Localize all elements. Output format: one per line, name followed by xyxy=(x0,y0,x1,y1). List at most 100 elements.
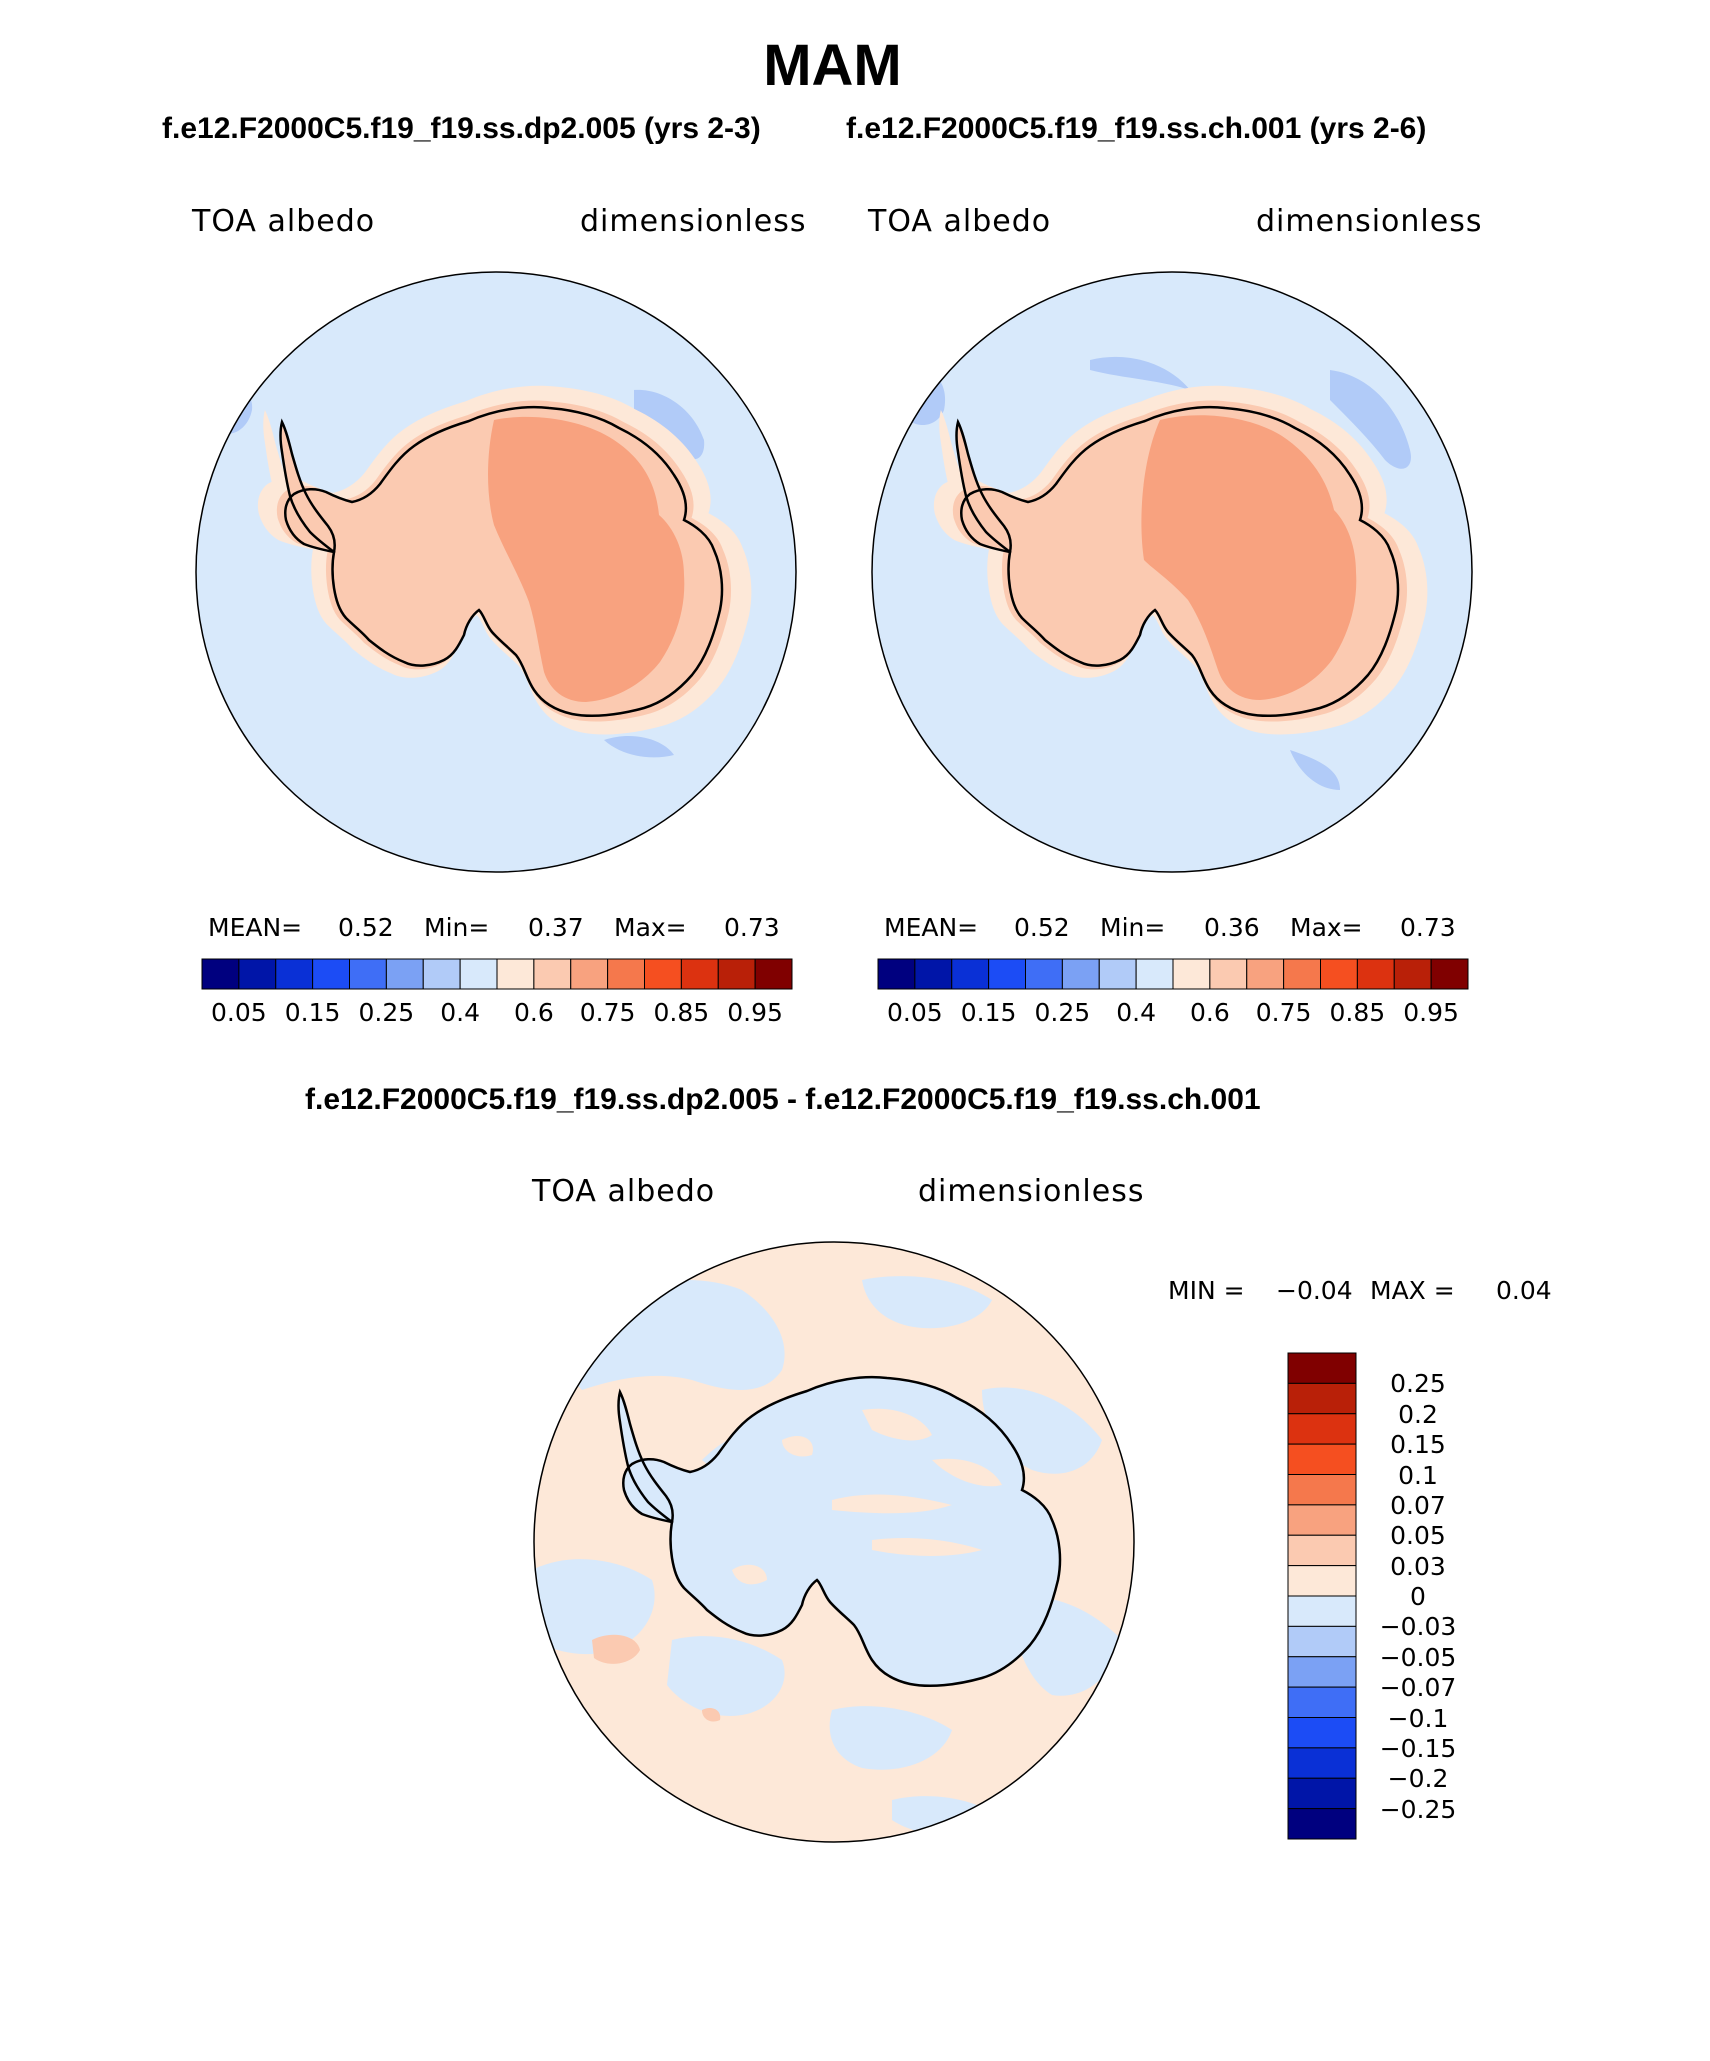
panel-2-polar-map xyxy=(871,271,1473,873)
colorbar-tick-label: 0.2 xyxy=(1398,1399,1438,1429)
peninsula-coastline xyxy=(617,1388,674,1525)
panel-2-max-value: 0.73 xyxy=(1400,913,1456,942)
colorbar-swatch xyxy=(1430,958,1469,990)
colorbar-tick-label: −0.03 xyxy=(1379,1612,1457,1642)
colorbar-tick-label: 0.15 xyxy=(1390,1430,1446,1460)
low-albedo-patch xyxy=(1290,750,1340,790)
coastline xyxy=(284,405,724,718)
page-title: MAM xyxy=(763,33,902,98)
panel-1-variable-label: TOA albedo xyxy=(192,204,376,239)
colorbar-swatch xyxy=(496,958,535,990)
colorbar-tick-label: 0.95 xyxy=(1403,998,1459,1027)
map-boundary xyxy=(871,271,1473,873)
panel-1-max-value: 0.73 xyxy=(724,913,780,942)
colorbar-swatch xyxy=(1135,958,1174,990)
colorbar-tick-label: 0.05 xyxy=(211,998,267,1027)
colorbar-swatch xyxy=(1287,1808,1357,1840)
colorbar-swatch xyxy=(1287,1777,1357,1810)
diff-negative-patch xyxy=(829,1706,952,1770)
diff-colorbar xyxy=(1287,1352,1357,1840)
colorbar-swatch xyxy=(1283,958,1321,990)
diff-strong-positive-patch xyxy=(702,1708,721,1722)
diff-positive-streak xyxy=(932,1458,1002,1487)
colorbar-swatch xyxy=(717,958,756,990)
colorbar-swatch xyxy=(1287,1504,1357,1536)
panel-1-max-label: Max= xyxy=(614,913,687,942)
panel-2-colorbar xyxy=(877,958,1469,990)
colorbar-tick-label: 0.25 xyxy=(1390,1369,1446,1399)
diff-positive-streak xyxy=(782,1435,813,1457)
colorbar-swatch xyxy=(1287,1717,1357,1749)
colorbar-swatch xyxy=(385,958,424,990)
colorbar-tick-label: 0.03 xyxy=(1390,1551,1446,1581)
colorbar-swatch xyxy=(754,958,793,990)
colorbar-tick-label: −0.07 xyxy=(1379,1673,1457,1703)
colorbar-swatch xyxy=(1356,958,1395,990)
colorbar-swatch xyxy=(1393,958,1432,990)
panel-2-min-value: 0.36 xyxy=(1204,913,1260,942)
peninsula-coastline xyxy=(955,418,1012,555)
peninsula-ice xyxy=(956,422,1011,552)
panel-1-mean-value: 0.52 xyxy=(338,913,394,942)
colorbar-swatch xyxy=(349,958,387,990)
diff-min-label: MIN = xyxy=(1168,1276,1245,1305)
map-boundary xyxy=(533,1241,1135,1843)
diff-positive-streak xyxy=(732,1564,767,1585)
low-albedo-patch xyxy=(1090,356,1190,390)
panel-1-mean-label: MEAN= xyxy=(208,913,303,942)
diff-title: f.e12.F2000C5.f19_f19.ss.dp2.005 - f.e12… xyxy=(305,1083,1261,1116)
colorbar-swatch xyxy=(1287,1686,1357,1718)
colorbar-swatch xyxy=(1287,1595,1357,1627)
panel-2-mean-label: MEAN= xyxy=(884,913,979,942)
colorbar-tick-label: −0.25 xyxy=(1379,1794,1457,1824)
colorbar-swatch xyxy=(533,958,572,990)
diff-units-label: dimensionless xyxy=(918,1174,1145,1209)
diff-negative-patch xyxy=(534,1559,655,1655)
colorbar-swatch xyxy=(1098,958,1137,990)
colorbar-swatch xyxy=(914,958,953,990)
diff-positive-streak xyxy=(832,1494,952,1514)
low-albedo-patch xyxy=(1330,370,1411,469)
panel-2-variable-label: TOA albedo xyxy=(868,204,1052,239)
colorbar-tick-label: 0.75 xyxy=(579,998,636,1027)
colorbar-swatch xyxy=(951,958,990,990)
colorbar-tick-label: −0.2 xyxy=(1387,1764,1449,1794)
colorbar-swatch xyxy=(1025,958,1063,990)
diff-peninsula xyxy=(618,1392,673,1522)
colorbar-tick-label: 0.85 xyxy=(653,998,710,1027)
colorbar-swatch xyxy=(1287,1413,1357,1445)
ice-sheet-interior xyxy=(1141,415,1357,700)
low-albedo-patch xyxy=(634,389,705,460)
diff-max-label: MAX = xyxy=(1370,1276,1455,1305)
colorbar-tick-label: 0.4 xyxy=(440,998,480,1027)
colorbar-swatch xyxy=(1209,958,1248,990)
panel-2-max-label: Max= xyxy=(1290,913,1363,942)
colorbar-swatch xyxy=(1246,958,1285,990)
colorbar-swatch xyxy=(1287,1534,1357,1567)
diff-continent xyxy=(623,1377,1060,1686)
colorbar-tick-label: 0.05 xyxy=(887,998,943,1027)
diff-variable-label: TOA albedo xyxy=(532,1174,716,1209)
colorbar-swatch xyxy=(422,958,461,990)
colorbar-tick-label: 0.6 xyxy=(513,998,554,1027)
colorbar-swatch xyxy=(459,958,498,990)
coastline xyxy=(960,405,1400,718)
colorbar-swatch xyxy=(1172,958,1211,990)
diff-negative-patch xyxy=(667,1636,785,1716)
colorbar-swatch xyxy=(607,958,645,990)
panel-2-units-label: dimensionless xyxy=(1256,204,1483,239)
colorbar-swatch xyxy=(1061,958,1100,990)
coastline xyxy=(622,1375,1062,1688)
colorbar-tick-label: 0.85 xyxy=(1329,998,1386,1027)
low-albedo-patch xyxy=(900,371,946,425)
diff-positive-streak xyxy=(862,1408,932,1441)
colorbar-tick-label: 0.25 xyxy=(1034,998,1091,1027)
colorbar-swatch xyxy=(1287,1352,1357,1384)
low-albedo-patch xyxy=(604,735,674,758)
panel-2-case-title: f.e12.F2000C5.f19_f19.ss.ch.001 (yrs 2-6… xyxy=(846,112,1427,145)
colorbar-tick-label: −0.1 xyxy=(1387,1703,1449,1733)
colorbar-swatch xyxy=(1287,1565,1357,1597)
colorbar-tick-label: 0.1 xyxy=(1398,1460,1438,1490)
panel-1-colorbar xyxy=(201,958,793,990)
panel-1-min-label: Min= xyxy=(424,913,490,942)
